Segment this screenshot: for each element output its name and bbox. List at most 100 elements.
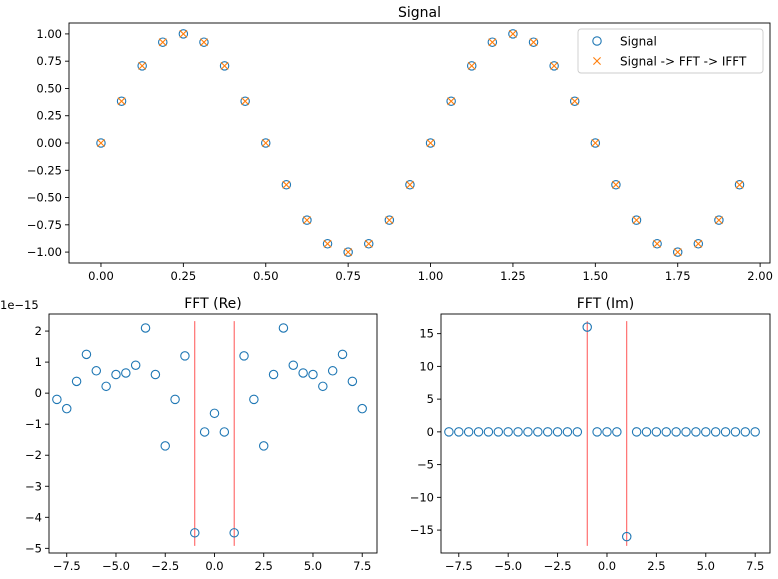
fft-re-point — [101, 381, 111, 392]
fft-re-xtick-label: 0.0 — [205, 559, 223, 573]
reconstructed-point-stroke — [385, 216, 394, 225]
fft-re-point — [190, 528, 200, 538]
reconstructed-point-stroke — [550, 61, 559, 70]
reconstructed-point-stroke — [220, 61, 229, 70]
reconstructed-point — [385, 216, 394, 225]
signal-point — [219, 61, 230, 71]
signal-xtick-label: 2.00 — [747, 269, 773, 283]
fft-re-point — [347, 376, 358, 387]
fft-im-xtick-label: 0.0 — [598, 559, 616, 573]
fft-re-point — [150, 369, 161, 380]
fft-re-point — [308, 369, 318, 380]
fft-re-point — [81, 349, 92, 360]
fft-im-point — [592, 427, 602, 437]
signal-point — [281, 180, 292, 190]
reconstructed-point — [591, 139, 600, 147]
reconstructed-point-stroke — [261, 139, 270, 147]
reconstructed-point — [364, 239, 373, 248]
fft-im-xtick-label: 7.5 — [746, 559, 764, 573]
fft-re-point — [288, 360, 299, 370]
fft-im-xtick-label: −2.5 — [544, 559, 572, 573]
signal-point — [116, 96, 127, 106]
reconstructed-point-stroke — [302, 216, 311, 225]
fft-im-point — [701, 427, 711, 437]
signal-point — [631, 215, 642, 225]
fft-re-xtick-label: −5.0 — [102, 559, 130, 573]
fft-im-point — [612, 427, 622, 437]
fft-re-point — [71, 376, 82, 387]
fft-re-point — [258, 441, 269, 451]
fft-re-point — [91, 366, 102, 376]
reconstructed-point — [653, 239, 662, 248]
reconstructed-point-stroke — [405, 180, 414, 189]
reconstructed-point — [302, 216, 311, 225]
fft-re-point — [61, 403, 72, 414]
signal-point — [261, 138, 271, 148]
signal-point — [466, 61, 477, 71]
fft-im-point — [454, 427, 464, 437]
signal-point — [199, 37, 209, 47]
fft-im-point — [562, 427, 573, 437]
fft-im-point — [681, 427, 691, 437]
signal-xtick-label: 1.25 — [500, 269, 526, 283]
fft-re-ytick-label: −2 — [25, 448, 42, 462]
fft-re-xtick-label: 7.5 — [353, 559, 371, 573]
reconstructed-point — [426, 139, 435, 147]
reconstructed-point — [673, 248, 682, 257]
reconstructed-point-stroke — [714, 216, 723, 225]
reconstructed-point — [550, 61, 559, 70]
reconstructed-point-stroke — [611, 180, 620, 189]
reconstructed-point-stroke — [117, 97, 126, 106]
reconstructed-point-stroke — [488, 38, 497, 47]
fft-im-point — [730, 427, 741, 437]
reconstructed-point — [96, 139, 105, 147]
fft-im-point — [621, 531, 632, 542]
reconstructed-point-stroke — [96, 139, 105, 147]
signal-ytick-label: 0.25 — [36, 109, 62, 123]
signal-point — [508, 29, 518, 39]
fft-re-point — [209, 408, 220, 419]
reconstructed-point-stroke — [632, 216, 641, 225]
fft-re-point — [278, 323, 289, 333]
fft-im-point — [602, 427, 612, 437]
fft-re-point — [249, 394, 259, 405]
fft-re-xtick-label: −2.5 — [151, 559, 179, 573]
fft-im-point — [661, 427, 672, 437]
reconstructed-point — [117, 97, 126, 106]
reconstructed-point — [323, 239, 332, 248]
fft-im-point — [582, 322, 592, 332]
fft-re-point — [337, 349, 348, 360]
reconstructed-point — [529, 38, 538, 47]
reconstructed-point-stroke — [735, 180, 744, 189]
fft-im-point — [572, 427, 583, 437]
reconstructed-point-stroke — [508, 29, 517, 38]
signal-point — [240, 96, 250, 106]
reconstructed-point — [405, 180, 414, 189]
signal-point — [384, 215, 395, 225]
fft-re-ytick-label: −4 — [25, 510, 42, 524]
signal-point — [714, 215, 724, 225]
fft-re-point — [180, 351, 190, 361]
signal-point — [652, 239, 662, 249]
fft-im-point — [552, 427, 563, 437]
fft-im-point — [710, 427, 721, 437]
reconstructed-point — [447, 97, 456, 106]
fft-re-ytick-label: −3 — [25, 479, 42, 493]
signal-point — [363, 239, 374, 249]
signal-ytick-label: −0.25 — [27, 163, 62, 177]
fft-re-point — [130, 360, 141, 370]
fft-im-xtick-label: 5.0 — [697, 559, 715, 573]
signal-xtick-label: 0.75 — [335, 269, 361, 283]
fft-re-axes: FFT (Re) −7.5 −5.0 −2.5 0.0 2.5 5.0 7.5 2 1 0 −1 −2 −… — [0, 296, 378, 573]
signal-point — [549, 61, 559, 71]
signal-point — [528, 37, 539, 47]
signal-ytick-label: 0.50 — [36, 81, 62, 95]
fft-im-point — [523, 427, 533, 437]
fft-im-ytick-label: 0 — [427, 425, 434, 439]
reconstructed-point — [694, 239, 703, 248]
reconstructed-point — [611, 180, 620, 189]
fft-im-ytick-label: 15 — [419, 327, 434, 341]
fft-re-point — [170, 394, 180, 405]
signal-title: Signal — [398, 5, 441, 21]
reconstructed-point — [714, 216, 723, 225]
